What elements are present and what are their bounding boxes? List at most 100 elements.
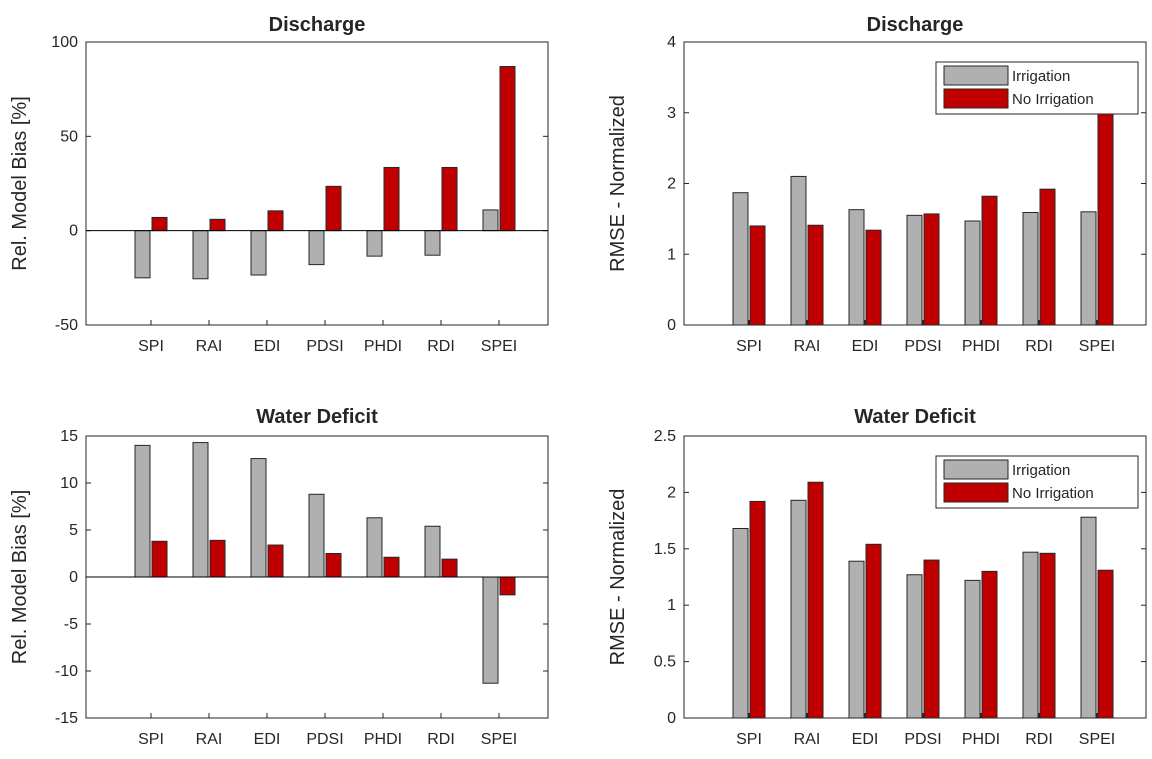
legend-swatch-irrigation (943, 65, 1009, 86)
x-tick-label: SPEI (481, 731, 517, 748)
bar-no-irrigation-edi (865, 229, 882, 326)
legend-swatch-no-irrigation (943, 482, 1009, 503)
x-tick-label: RDI (427, 731, 455, 748)
y-tick-label: 1 (667, 597, 676, 614)
bar-irrigation-pdsi (906, 574, 923, 719)
y-tick-label: 3 (667, 105, 676, 122)
x-tick-label: SPEI (1079, 731, 1115, 748)
bar-no-irrigation-spei (1097, 569, 1114, 719)
bar-no-irrigation-spi (749, 225, 766, 326)
bar-irrigation-edi (848, 209, 865, 326)
bar-irrigation-rdi (424, 230, 441, 256)
x-tick-label: SPEI (481, 338, 517, 355)
y-tick-label: -5 (64, 616, 78, 633)
bar-irrigation-pdsi (308, 230, 325, 266)
y-tick-label: -15 (55, 710, 78, 727)
y-tick-label: 0 (69, 569, 78, 586)
y-tick-label: 0 (69, 223, 78, 240)
bar-no-irrigation-edi (267, 210, 284, 232)
x-tick-label: PHDI (364, 338, 402, 355)
bar-irrigation-rai (790, 499, 807, 719)
bar-irrigation-spi (732, 527, 749, 719)
bar-no-irrigation-spei (1097, 112, 1114, 326)
bar-irrigation-edi (848, 560, 865, 719)
y-tick-label: 10 (60, 475, 78, 492)
y-axis-label: RMSE - Normalized (607, 95, 629, 272)
x-tick-label: SPI (138, 338, 164, 355)
bar-no-irrigation-rdi (441, 166, 458, 232)
plot-area (85, 41, 549, 326)
y-tick-label: 0.5 (654, 654, 676, 671)
x-tick-label: RDI (427, 338, 455, 355)
chart-panel-4: 0 0.5 1 1.5 2 2.5 RMSE - Normalized Water Defic… (607, 406, 1147, 748)
bar-no-irrigation-spei (499, 576, 516, 596)
y-axis-label: Rel. Model Bias [%] (9, 96, 31, 271)
y-tick-label: 100 (51, 34, 78, 51)
bar-irrigation-phdi (964, 220, 981, 326)
bar-no-irrigation-phdi (383, 556, 400, 578)
x-tick-label: SPEI (1079, 338, 1115, 355)
x-tick-label: PHDI (962, 338, 1000, 355)
chart-title: Water Deficit (256, 406, 378, 428)
y-tick-label: 1 (667, 246, 676, 263)
x-tick-label: PDSI (306, 731, 343, 748)
legend-swatch-irrigation (943, 459, 1009, 480)
bar-irrigation-pdsi (308, 493, 325, 578)
chart-title: Water Deficit (854, 406, 976, 428)
bar-irrigation-rai (192, 442, 209, 578)
bar-irrigation-spei (1080, 211, 1097, 326)
bar-no-irrigation-rai (807, 481, 824, 719)
y-tick-label: 0 (667, 710, 676, 727)
chart-panel-2: 0 1 2 3 4 RMSE - Normalized Discharge SPI RAI EDI… (607, 14, 1147, 355)
bar-irrigation-spi (134, 444, 151, 578)
chart-panel-3: -15 -10 -5 0 5 10 15 Rel. Model Bias [%] Water D… (9, 406, 549, 748)
bar-no-irrigation-rdi (1039, 188, 1056, 326)
bar-no-irrigation-edi (267, 544, 284, 578)
y-tick-label: 4 (667, 34, 676, 51)
x-tick-label: SPI (138, 731, 164, 748)
legend: Irrigation No Irrigation (935, 61, 1139, 115)
x-tick-label: EDI (852, 338, 879, 355)
bar-irrigation-rdi (1022, 551, 1039, 719)
bar-irrigation-spei (482, 209, 499, 232)
bar-irrigation-spei (482, 576, 499, 684)
y-tick-label: 15 (60, 428, 78, 445)
y-tick-label: 1.5 (654, 541, 676, 558)
x-tick-label: RAI (196, 338, 223, 355)
bar-irrigation-spei (1080, 516, 1097, 719)
x-tick-label: PDSI (904, 338, 941, 355)
x-tick-label: PDSI (904, 731, 941, 748)
bar-irrigation-rai (192, 230, 209, 280)
chart-title: Discharge (269, 14, 366, 36)
y-tick-label: 2 (667, 484, 676, 501)
bar-no-irrigation-rai (209, 539, 226, 578)
y-tick-label: -50 (55, 317, 78, 334)
bar-irrigation-rai (790, 175, 807, 326)
legend: Irrigation No Irrigation (935, 455, 1139, 509)
bar-irrigation-phdi (964, 579, 981, 719)
y-tick-label: 0 (667, 317, 676, 334)
x-tick-label: EDI (254, 338, 281, 355)
legend-label-no-irrigation: No Irrigation (1012, 91, 1094, 108)
bar-no-irrigation-rdi (1039, 552, 1056, 719)
x-tick-label: SPI (736, 731, 762, 748)
legend-label-no-irrigation: No Irrigation (1012, 485, 1094, 502)
bar-irrigation-pdsi (906, 214, 923, 326)
x-tick-label: SPI (736, 338, 762, 355)
y-tick-label: 50 (60, 128, 78, 145)
x-tick-label: RDI (1025, 731, 1053, 748)
bar-irrigation-edi (250, 230, 267, 276)
chart-title: Discharge (867, 14, 964, 36)
x-tick-label: RAI (196, 731, 223, 748)
bar-no-irrigation-phdi (981, 570, 998, 719)
x-tick-label: PHDI (962, 731, 1000, 748)
bar-irrigation-rdi (1022, 212, 1039, 326)
bar-no-irrigation-spi (151, 216, 168, 232)
x-tick-label: RDI (1025, 338, 1053, 355)
bar-irrigation-edi (250, 458, 267, 578)
bar-no-irrigation-phdi (383, 166, 400, 232)
bar-no-irrigation-phdi (981, 195, 998, 326)
bar-no-irrigation-spei (499, 66, 516, 232)
x-tick-label: PDSI (306, 338, 343, 355)
